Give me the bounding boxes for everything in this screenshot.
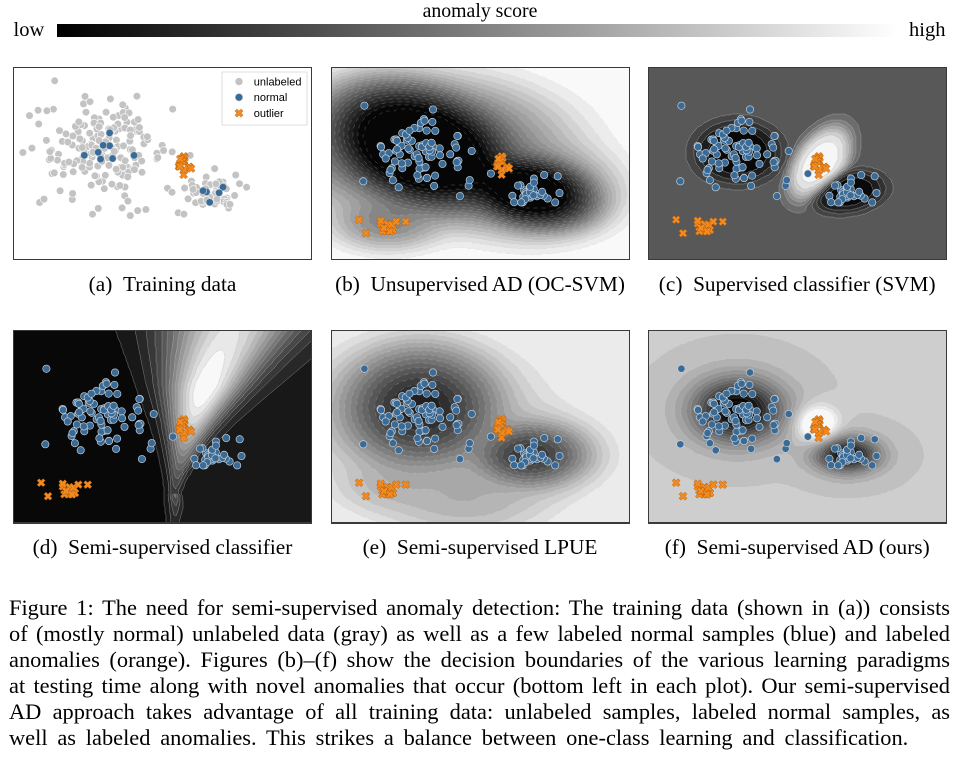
svg-text:outlier: outlier bbox=[254, 108, 284, 120]
svg-text:normal: normal bbox=[254, 92, 288, 104]
svg-text:unlabeled: unlabeled bbox=[254, 76, 302, 88]
